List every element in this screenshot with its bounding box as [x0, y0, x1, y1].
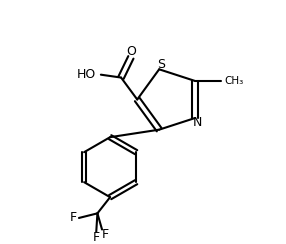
Text: F: F [93, 231, 100, 244]
Text: F: F [102, 228, 109, 241]
Text: HO: HO [77, 68, 96, 81]
Text: S: S [157, 58, 165, 71]
Text: F: F [70, 212, 77, 224]
Text: N: N [192, 116, 202, 129]
Text: O: O [126, 45, 136, 58]
Text: CH₃: CH₃ [225, 76, 244, 86]
